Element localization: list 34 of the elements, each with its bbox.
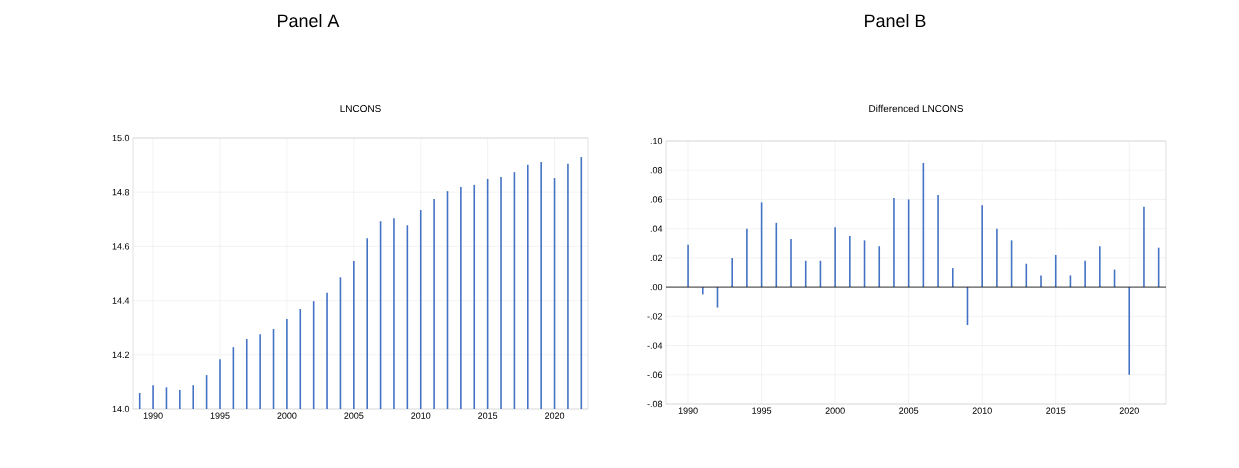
x-tick-label: 1990 [143, 412, 163, 419]
y-tick-label: 14.6 [112, 243, 130, 250]
x-tick-label: 2015 [1046, 407, 1066, 414]
y-tick-label: 14.2 [112, 351, 130, 358]
y-tick-label: .04 [650, 225, 663, 232]
y-tick-label: -.02 [647, 313, 663, 320]
y-tick-label: 14.8 [112, 189, 130, 196]
y-tick-label: .06 [650, 196, 663, 203]
x-tick-label: 2010 [972, 407, 992, 414]
y-tick-label: .08 [650, 167, 663, 174]
x-tick-label: 1990 [678, 407, 698, 414]
x-tick-label: 2005 [344, 412, 364, 419]
x-tick-label: 2000 [277, 412, 297, 419]
x-tick-label: 1995 [752, 407, 772, 414]
x-tick-label: 2015 [478, 412, 498, 419]
y-tick-label: 15.0 [112, 134, 130, 142]
y-tick-label: -.06 [647, 371, 663, 378]
y-tick-label: -.04 [647, 342, 663, 349]
chart-title: Panel A [278, 13, 340, 28]
x-tick-label: 2020 [545, 412, 565, 419]
x-tick-label: 2020 [1119, 407, 1139, 414]
y-tick-label: .02 [650, 254, 663, 262]
y-tick-label: -.08 [647, 400, 663, 408]
y-tick-label: 14.0 [112, 405, 130, 413]
chart-subtitle: Differenced LNCONS [869, 104, 964, 113]
chart-title: Panel B [865, 13, 926, 28]
x-tick-label: 2005 [899, 407, 919, 414]
x-tick-label: 1995 [210, 412, 230, 419]
x-tick-label: 2010 [411, 412, 431, 419]
chart-subtitle: LNCONS [340, 105, 381, 113]
y-tick-label: .00 [650, 283, 663, 291]
x-tick-label: 2000 [825, 407, 845, 414]
y-tick-label: .10 [650, 137, 663, 145]
y-tick-label: 14.4 [112, 297, 130, 304]
